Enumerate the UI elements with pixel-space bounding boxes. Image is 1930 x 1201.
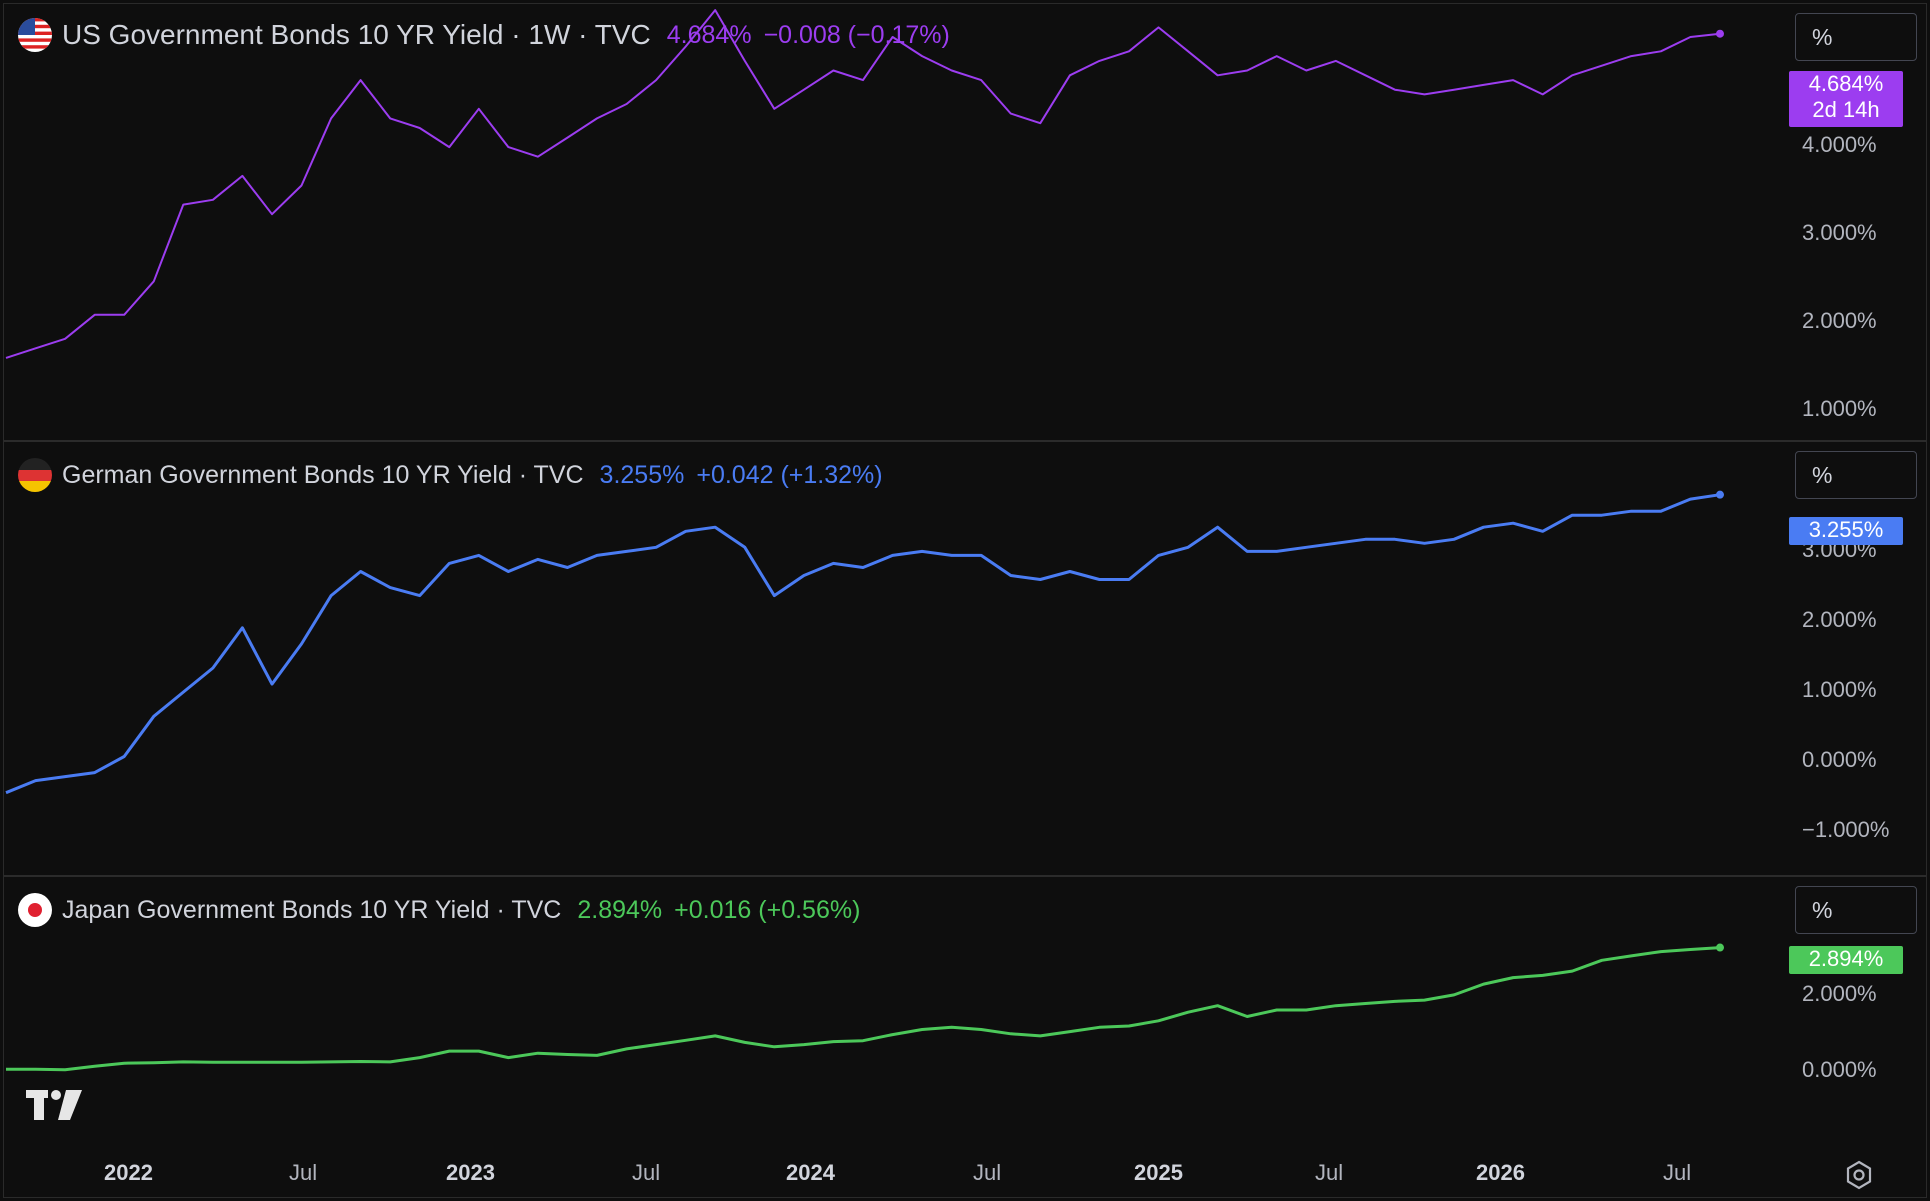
- japan-legend: Japan Government Bonds 10 YR Yield · TVC…: [18, 893, 860, 927]
- us-change: −0.008 (−0.17%): [763, 20, 950, 49]
- y-tick-label: 2.000%: [1802, 607, 1877, 632]
- japan-yield-line[interactable]: [6, 946, 1721, 1072]
- german-last-point: [1716, 490, 1724, 499]
- y-tick-label: 1.000%: [1802, 677, 1877, 702]
- japan-price-badge: 2.894%: [1789, 946, 1903, 974]
- us-last-value: 4.684%: [666, 20, 752, 49]
- x-axis-label: 2026: [1476, 1160, 1525, 1185]
- x-axis-label: Jul: [1663, 1160, 1692, 1185]
- x-axis-label: Jul: [973, 1160, 1002, 1185]
- german-legend: German Government Bonds 10 YR Yield · TV…: [18, 458, 883, 492]
- german-change: +0.042 (+1.32%): [696, 460, 883, 489]
- x-axis-label: Jul: [1315, 1160, 1344, 1185]
- german-scale-button[interactable]: %: [1795, 451, 1917, 499]
- us-legend: US Government Bonds 10 YR Yield · 1W · T…: [18, 18, 950, 52]
- y-tick-label: 0.000%: [1802, 747, 1877, 772]
- german-chart-title: German Government Bonds 10 YR Yield · TV…: [62, 460, 584, 489]
- japan-scale-button[interactable]: %: [1795, 886, 1917, 934]
- german-price-badge: 3.255%: [1789, 517, 1903, 545]
- us-badge-value: 4.684%: [1808, 71, 1884, 96]
- pane-separator[interactable]: [4, 875, 1926, 877]
- us-badge-countdown: 2d 14h: [1812, 97, 1880, 122]
- us-chart-title: US Government Bonds 10 YR Yield · 1W · T…: [62, 19, 651, 50]
- x-axis-label: 2023: [446, 1160, 495, 1185]
- pane-separator[interactable]: [4, 440, 1926, 442]
- y-tick-label: 0.000%: [1802, 1057, 1877, 1082]
- y-tick-label: 2.000%: [1802, 308, 1877, 333]
- japan-change: +0.016 (+0.56%): [674, 895, 861, 924]
- japan-last-point: [1716, 943, 1724, 952]
- y-tick-label: 3.000%: [1802, 220, 1877, 245]
- japan-flag-icon: [18, 893, 52, 927]
- us-scale-button[interactable]: %: [1795, 13, 1917, 61]
- y-tick-label: 1.000%: [1802, 396, 1877, 421]
- us-yield-line[interactable]: [5, 9, 1721, 359]
- x-axis-label: 2024: [786, 1160, 835, 1185]
- japan-last-value: 2.894%: [577, 895, 663, 924]
- x-axis-label: 2022: [104, 1160, 153, 1185]
- us-last-point: [1716, 29, 1724, 38]
- y-tick-label: 4.000%: [1802, 132, 1877, 157]
- settings-gear-icon[interactable]: [1844, 1160, 1874, 1190]
- x-axis-label: Jul: [632, 1160, 661, 1185]
- germany-flag-icon: [18, 458, 52, 492]
- x-axis-label: Jul: [289, 1160, 318, 1185]
- y-tick-label: −1.000%: [1802, 817, 1890, 842]
- japan-chart-title: Japan Government Bonds 10 YR Yield · TVC: [62, 895, 562, 924]
- y-tick-label: 2.000%: [1802, 981, 1877, 1006]
- chart-frame: [3, 3, 1927, 1198]
- us-flag-icon: [18, 18, 52, 52]
- tradingview-logo-icon[interactable]: [26, 1090, 88, 1120]
- german-last-value: 3.255%: [599, 460, 685, 489]
- x-axis-label: 2025: [1134, 1160, 1183, 1185]
- us-price-badge: 4.684% 2d 14h: [1789, 71, 1903, 127]
- german-yield-line[interactable]: [5, 493, 1721, 795]
